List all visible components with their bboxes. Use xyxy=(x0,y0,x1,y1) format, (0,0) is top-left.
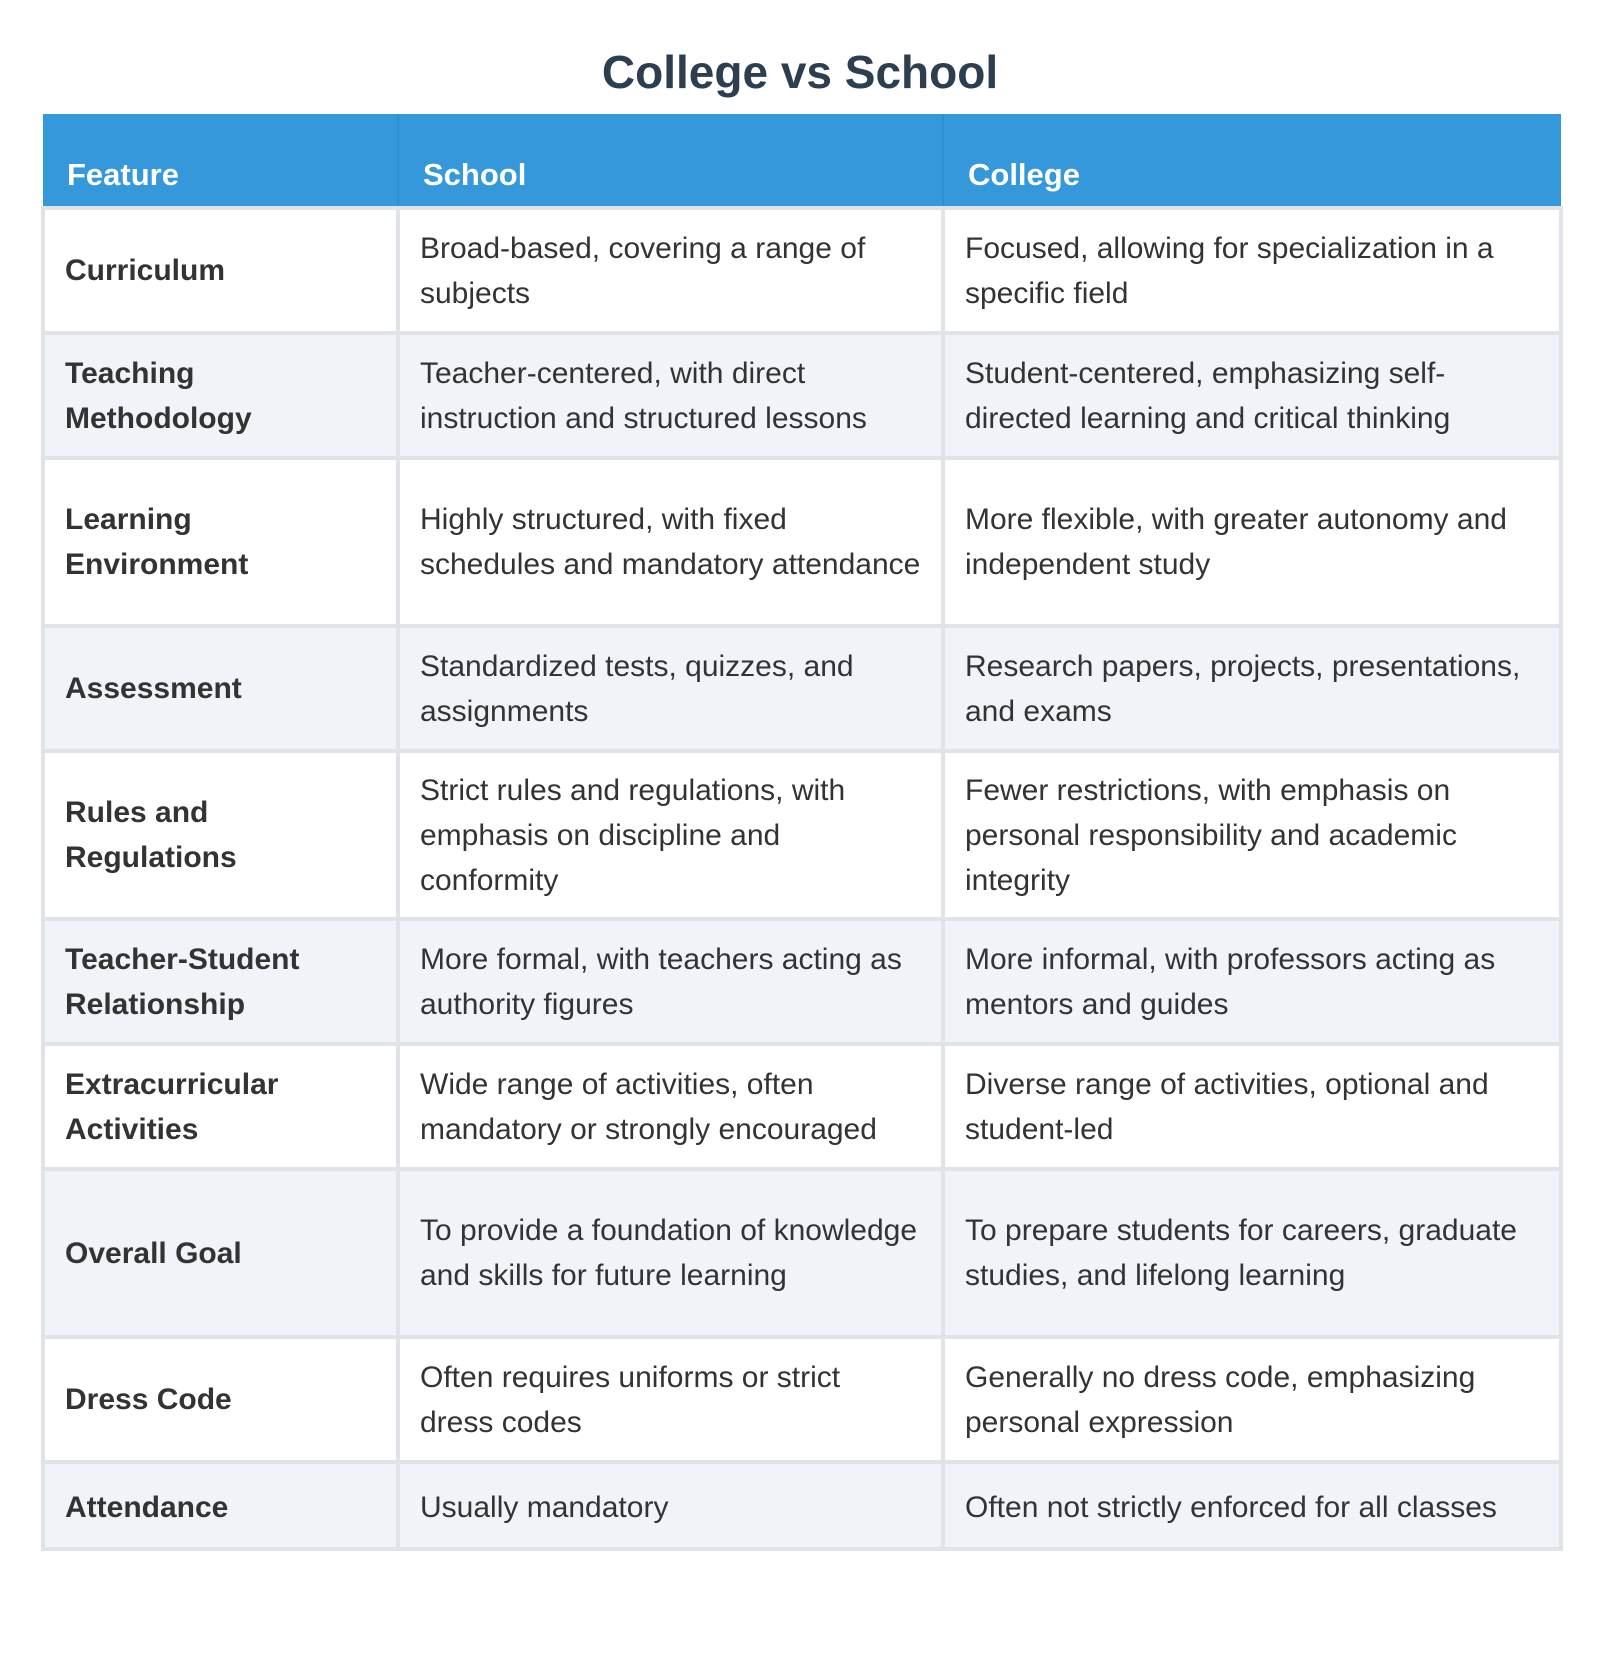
feature-cell: Assessment xyxy=(41,624,400,753)
feature-cell: Teaching Methodology xyxy=(41,331,400,460)
feature-cell: Rules and Regulations xyxy=(41,749,400,921)
table-body: Curriculum Broad-based, covering a range… xyxy=(41,206,1563,1551)
table-row: Teaching Methodology Teacher-centered, w… xyxy=(41,331,1563,460)
college-cell: Fewer restrictions, with emphasis on per… xyxy=(941,749,1563,921)
table-header: Feature School College xyxy=(43,114,1561,210)
header-row: Feature School College xyxy=(43,114,1561,210)
school-cell: More formal, with teachers acting as aut… xyxy=(396,917,945,1046)
header-school: School xyxy=(398,114,944,210)
table-row: Overall Goal To provide a foundation of … xyxy=(41,1167,1563,1339)
table-row: Curriculum Broad-based, covering a range… xyxy=(41,206,1563,335)
table-row: Attendance Usually mandatory Often not s… xyxy=(41,1460,1563,1551)
college-cell: To prepare students for careers, graduat… xyxy=(941,1167,1563,1339)
school-cell: Strict rules and regulations, with empha… xyxy=(396,749,945,921)
table-row: Extracurricular Activities Wide range of… xyxy=(41,1042,1563,1171)
school-cell: Usually mandatory xyxy=(396,1460,945,1551)
table-row: Dress Code Often requires uniforms or st… xyxy=(41,1335,1563,1464)
school-cell: Highly structured, with fixed schedules … xyxy=(396,456,945,628)
school-cell: Wide range of activities, often mandator… xyxy=(396,1042,945,1171)
school-cell: Broad-based, covering a range of subject… xyxy=(396,206,945,335)
feature-cell: Attendance xyxy=(41,1460,400,1551)
college-cell: Student-centered, emphasizing self-direc… xyxy=(941,331,1563,460)
college-cell: Diverse range of activities, optional an… xyxy=(941,1042,1563,1171)
feature-cell: Learning Environment xyxy=(41,456,400,628)
college-cell: Often not strictly enforced for all clas… xyxy=(941,1460,1563,1551)
school-cell: Often requires uniforms or strict dress … xyxy=(396,1335,945,1464)
feature-cell: Dress Code xyxy=(41,1335,400,1464)
feature-cell: Overall Goal xyxy=(41,1167,400,1339)
school-cell: To provide a foundation of knowledge and… xyxy=(396,1167,945,1339)
college-cell: More flexible, with greater autonomy and… xyxy=(941,456,1563,628)
comparison-table: Feature School College Curriculum Broad-… xyxy=(41,114,1563,1551)
feature-cell: Teacher-Student Relationship xyxy=(41,917,400,1046)
college-cell: Generally no dress code, emphasizing per… xyxy=(941,1335,1563,1464)
feature-cell: Extracurricular Activities xyxy=(41,1042,400,1171)
college-cell: More informal, with professors acting as… xyxy=(941,917,1563,1046)
page-title: College vs School xyxy=(601,46,999,98)
table-row: Rules and Regulations Strict rules and r… xyxy=(41,749,1563,921)
feature-cell: Curriculum xyxy=(41,206,400,335)
college-cell: Focused, allowing for specialization in … xyxy=(941,206,1563,335)
school-cell: Standardized tests, quizzes, and assignm… xyxy=(396,624,945,753)
table-row: Assessment Standardized tests, quizzes, … xyxy=(41,624,1563,753)
table-row: Teacher-Student Relationship More formal… xyxy=(41,917,1563,1046)
table-row: Learning Environment Highly structured, … xyxy=(41,456,1563,628)
school-cell: Teacher-centered, with direct instructio… xyxy=(396,331,945,460)
header-feature: Feature xyxy=(43,114,399,210)
college-cell: Research papers, projects, presentations… xyxy=(941,624,1563,753)
header-college: College xyxy=(943,114,1561,210)
